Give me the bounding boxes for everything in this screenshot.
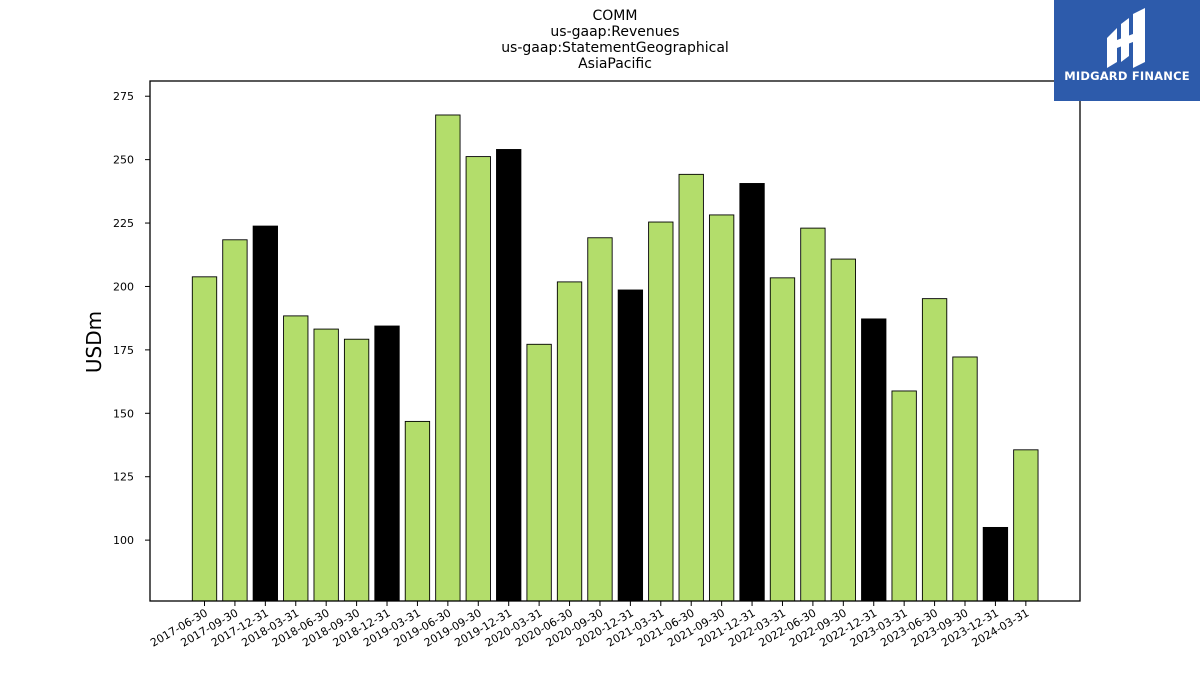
bar-2023-09-30 — [952, 356, 978, 602]
bar-2022-12-31 — [861, 318, 887, 602]
y-tick-label: 125 — [113, 471, 134, 484]
y-tick-label: 150 — [113, 407, 134, 420]
bar-2020-09-30 — [587, 237, 613, 602]
bar-2022-06-30 — [800, 227, 826, 602]
bar-2022-09-30 — [830, 258, 856, 602]
y-tick-label: 175 — [113, 344, 134, 357]
bar-2024-03-31 — [1013, 449, 1039, 602]
y-tick-label: 200 — [113, 280, 134, 293]
bar-2020-06-30 — [556, 281, 583, 602]
logo-text: MIDGARD FINANCE — [1064, 69, 1190, 83]
chart-title: COMM us-gaap:Revenues us-gaap:StatementG… — [501, 8, 729, 72]
bar-2019-09-30 — [465, 156, 491, 602]
chart-title-line-3: us-gaap:StatementGeographical — [501, 40, 729, 56]
bar-2023-12-31 — [982, 526, 1009, 602]
bar-2018-03-31 — [283, 315, 309, 602]
bar-2020-12-31 — [617, 289, 644, 602]
brand-logo: MIDGARD FINANCE — [1054, 0, 1200, 101]
bar-2021-06-30 — [678, 173, 704, 602]
y-tick-label: 275 — [113, 90, 134, 103]
bar-2018-06-30 — [313, 328, 339, 602]
bar-2023-03-31 — [891, 390, 917, 602]
chart-title-line-2: us-gaap:Revenues — [550, 24, 679, 40]
bar-2019-06-30 — [435, 114, 461, 602]
y-axis-label: USDm — [82, 311, 106, 373]
x-axis-ticks: 2017-06-302017-09-302017-12-312018-03-31… — [148, 601, 1031, 650]
y-tick-label: 225 — [113, 217, 134, 230]
bar-2021-12-31 — [739, 183, 765, 602]
y-tick-label: 100 — [113, 534, 134, 547]
chart-title-line-4: AsiaPacific — [578, 56, 652, 72]
y-tick-label: 250 — [113, 154, 134, 167]
bars-group — [191, 114, 1039, 602]
bar-2019-12-31 — [496, 149, 522, 602]
bar-2023-06-30 — [921, 298, 948, 602]
bar-2019-03-31 — [404, 420, 431, 602]
bar-2017-09-30 — [222, 239, 248, 602]
bar-2020-03-31 — [526, 343, 552, 602]
bar-2017-12-31 — [252, 225, 278, 602]
plot-frame — [149, 80, 1081, 602]
bar-2021-03-31 — [648, 221, 674, 602]
bar-2018-12-31 — [374, 325, 400, 602]
bar-2017-06-30 — [191, 276, 218, 602]
bar-2022-03-31 — [769, 277, 796, 602]
bar-2018-09-30 — [343, 338, 370, 602]
logo-mark-icon — [1107, 8, 1145, 68]
bar-2021-09-30 — [708, 214, 735, 602]
y-axis-ticks: 100 125 150 175 200 225 250 275 — [113, 90, 150, 547]
chart-title-line-1: COMM — [593, 8, 638, 24]
